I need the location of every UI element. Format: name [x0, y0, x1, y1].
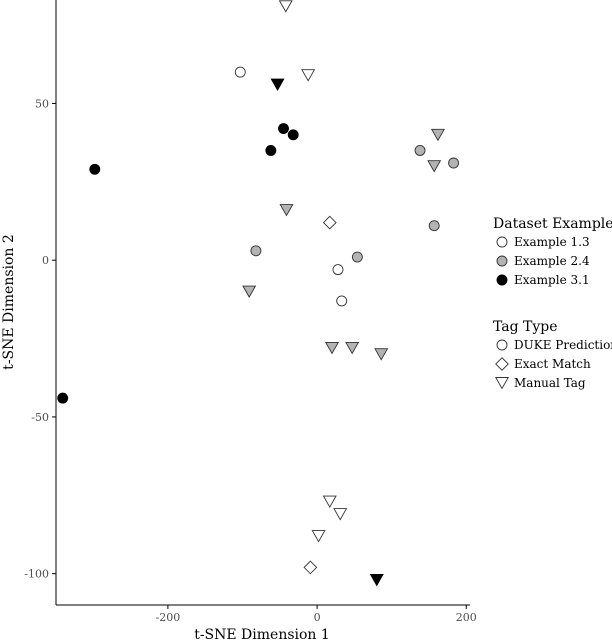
legend-label-tag-type: DUKE Prediction: [514, 338, 612, 352]
legend-key-dataset: [496, 236, 508, 248]
legend-key-dataset: [496, 274, 508, 286]
legend-key-tag-triangle-down: [494, 377, 510, 390]
legend-title-tag-type: Tag Type: [493, 319, 558, 335]
data-point: [448, 157, 460, 169]
legend-key-tag-circle: [496, 339, 508, 351]
data-point: [369, 573, 384, 587]
x-tick-label: 0: [314, 611, 321, 624]
data-point: [57, 392, 69, 404]
legend-label-dataset: Example 3.1: [514, 273, 590, 287]
data-point: [322, 215, 337, 230]
y-tick-label: 50: [35, 97, 49, 110]
legend-key-tag-diamond: [495, 357, 509, 371]
data-point: [287, 129, 299, 141]
data-point: [303, 560, 318, 575]
data-point: [301, 69, 316, 82]
data-point: [279, 204, 294, 217]
data-point: [242, 285, 257, 298]
data-point: [351, 251, 363, 263]
data-point: [430, 128, 445, 142]
legend-label-dataset: Example 2.4: [514, 254, 590, 268]
data-point: [374, 348, 389, 361]
data-point: [332, 264, 344, 276]
y-tick-label: 0: [42, 254, 49, 267]
legend-key-dataset: [496, 255, 508, 267]
x-tick-label: 200: [456, 611, 477, 624]
axes: -200 0 200 -100 -50 0 50: [24, 0, 477, 624]
data-point: [427, 160, 442, 173]
data-point: [322, 495, 337, 508]
legend-label-tag-type: Exact Match: [514, 357, 591, 371]
data-point: [234, 66, 246, 78]
x-tick-label: -200: [156, 611, 181, 624]
data-point: [311, 530, 326, 543]
data-point: [278, 0, 293, 13]
y-axis-title: t-SNE Dimension 2: [1, 234, 17, 370]
plot-area: [57, 0, 460, 587]
y-tick-label: -50: [31, 411, 49, 424]
data-point: [270, 78, 285, 92]
data-point: [333, 508, 348, 521]
data-point: [278, 123, 289, 134]
legend: Dataset Example Example 1.3 Example 2.4 Exa…: [493, 216, 612, 390]
y-tick-label: -100: [24, 568, 49, 581]
data-point: [428, 220, 440, 232]
data-point: [336, 295, 348, 307]
x-axis-title: t-SNE Dimension 1: [194, 627, 330, 642]
data-point: [414, 145, 426, 156]
data-point: [265, 145, 277, 156]
data-point: [250, 245, 262, 257]
data-point: [89, 163, 101, 175]
data-point: [324, 342, 340, 355]
legend-label-dataset: Example 1.3: [514, 235, 590, 249]
legend-title-dataset: Dataset Example: [493, 216, 612, 232]
legend-label-tag-type: Manual Tag: [514, 376, 586, 390]
data-point: [345, 342, 360, 355]
